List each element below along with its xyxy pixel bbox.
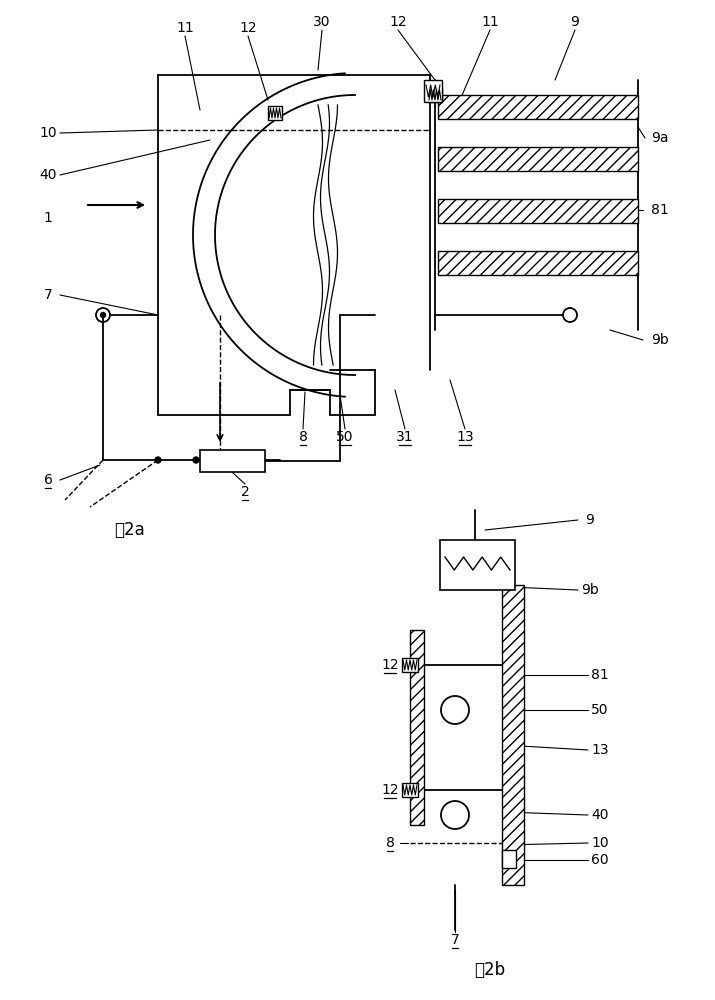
Circle shape [101, 312, 106, 318]
Text: 13: 13 [456, 430, 474, 444]
Bar [502, 850, 516, 868]
Text: 81: 81 [651, 203, 669, 217]
Circle shape [155, 457, 161, 463]
Text: 图2b: 图2b [475, 961, 506, 979]
Circle shape [193, 457, 199, 463]
Bar [268, 106, 282, 120]
Text: 2: 2 [241, 485, 250, 499]
Text: 9a: 9a [651, 131, 669, 145]
Text: 7: 7 [44, 288, 52, 302]
Text: 10: 10 [39, 126, 56, 140]
Text: 9: 9 [571, 15, 579, 29]
Bar [200, 450, 265, 472]
Text: 12: 12 [381, 658, 399, 672]
Text: 8: 8 [299, 430, 307, 444]
Text: 12: 12 [381, 783, 399, 797]
Bar [410, 630, 424, 825]
Bar [428, 88, 442, 102]
Text: 11: 11 [481, 15, 499, 29]
Text: 7: 7 [450, 933, 459, 947]
Text: 6: 6 [44, 473, 52, 487]
Text: 60: 60 [591, 853, 608, 867]
Text: 81: 81 [591, 668, 609, 682]
Text: 9b: 9b [581, 583, 599, 597]
Text: 30: 30 [313, 15, 331, 29]
Bar [440, 540, 515, 590]
Bar [424, 80, 442, 102]
Bar [438, 95, 638, 119]
Text: 10: 10 [591, 836, 608, 850]
Text: 40: 40 [591, 808, 608, 822]
Text: 50: 50 [591, 703, 608, 717]
Bar [438, 147, 638, 171]
Text: 8: 8 [385, 836, 395, 850]
Bar [402, 783, 418, 797]
Text: 9: 9 [586, 513, 594, 527]
Text: 31: 31 [396, 430, 414, 444]
Text: 12: 12 [240, 21, 257, 35]
Bar [402, 658, 418, 672]
Text: 40: 40 [39, 168, 56, 182]
Text: 9b: 9b [651, 333, 669, 347]
Text: 11: 11 [176, 21, 194, 35]
Text: 13: 13 [591, 743, 608, 757]
Bar [438, 199, 638, 223]
Text: 图2a: 图2a [114, 521, 145, 539]
Text: 1: 1 [44, 211, 52, 225]
Bar [438, 251, 638, 275]
Text: 12: 12 [389, 15, 407, 29]
Bar [502, 585, 524, 885]
Text: 50: 50 [336, 430, 354, 444]
